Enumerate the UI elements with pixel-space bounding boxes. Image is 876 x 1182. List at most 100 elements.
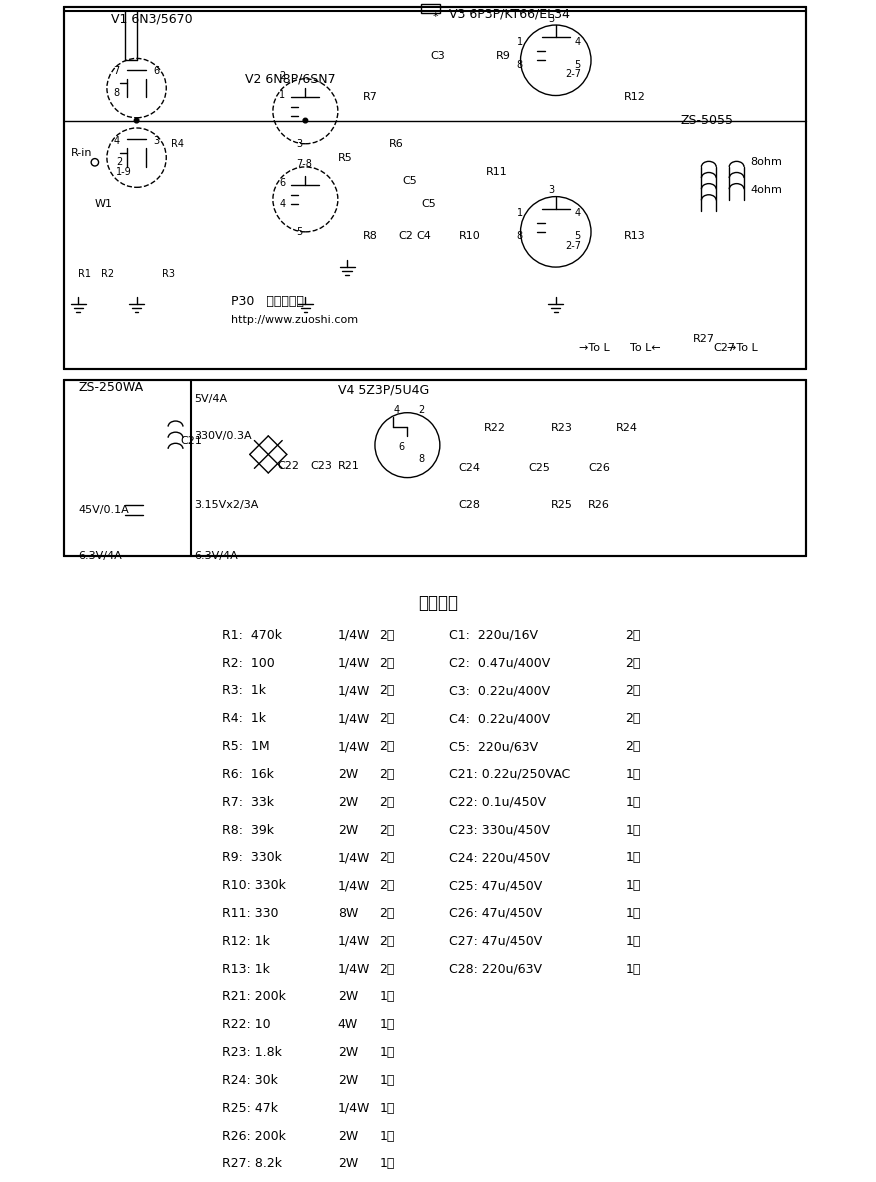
Text: C4: C4 bbox=[417, 232, 432, 241]
Text: 8: 8 bbox=[419, 454, 425, 465]
Text: 330V/0.3A: 330V/0.3A bbox=[194, 431, 251, 441]
Text: C26: C26 bbox=[589, 463, 610, 473]
Bar bbox=[64, 7, 806, 369]
Text: R22: R22 bbox=[484, 423, 506, 434]
Text: 5: 5 bbox=[575, 232, 581, 241]
Text: R23: R23 bbox=[551, 423, 573, 434]
Text: 4: 4 bbox=[113, 136, 119, 145]
Text: 2只: 2只 bbox=[379, 851, 395, 864]
Text: 1只: 1只 bbox=[625, 768, 640, 781]
Text: 3: 3 bbox=[548, 13, 555, 24]
Text: 1-9: 1-9 bbox=[117, 167, 132, 176]
Text: 1只: 1只 bbox=[379, 1018, 395, 1031]
Text: 1只: 1只 bbox=[625, 879, 640, 892]
Text: R11: 330: R11: 330 bbox=[222, 907, 279, 920]
Text: 2只: 2只 bbox=[625, 656, 640, 669]
Text: 2只: 2只 bbox=[625, 740, 640, 753]
Bar bbox=[64, 381, 806, 557]
Text: C25: 47u/450V: C25: 47u/450V bbox=[449, 879, 542, 892]
Text: R6:  16k: R6: 16k bbox=[222, 768, 274, 781]
Text: R13: 1k: R13: 1k bbox=[222, 962, 270, 975]
Text: R25: R25 bbox=[551, 500, 573, 511]
Text: ZS-5055: ZS-5055 bbox=[681, 113, 734, 126]
Text: C5:  220u/63V: C5: 220u/63V bbox=[449, 740, 538, 753]
Bar bbox=[421, 4, 440, 13]
Text: 6: 6 bbox=[153, 66, 159, 77]
Text: C1:  220u/16V: C1: 220u/16V bbox=[449, 629, 538, 642]
Text: 7-8: 7-8 bbox=[296, 160, 312, 169]
Circle shape bbox=[520, 196, 591, 267]
Text: 4W: 4W bbox=[338, 1018, 358, 1031]
Text: 2只: 2只 bbox=[379, 740, 395, 753]
Text: R27: 8.2k: R27: 8.2k bbox=[222, 1157, 282, 1170]
Text: C25: C25 bbox=[528, 463, 550, 473]
Text: C5: C5 bbox=[402, 176, 417, 186]
Text: 8: 8 bbox=[113, 87, 119, 98]
Text: 2: 2 bbox=[279, 71, 286, 82]
Text: R1: R1 bbox=[78, 268, 91, 279]
Text: 2-7: 2-7 bbox=[565, 70, 581, 79]
Text: R2:  100: R2: 100 bbox=[222, 656, 275, 669]
Text: 5: 5 bbox=[296, 227, 302, 236]
Text: R27: R27 bbox=[693, 333, 715, 344]
Text: 6.3V/4A: 6.3V/4A bbox=[78, 552, 122, 561]
Text: C21: C21 bbox=[180, 435, 202, 446]
Text: 1/4W: 1/4W bbox=[338, 935, 371, 948]
Text: 2只: 2只 bbox=[379, 935, 395, 948]
Text: 2只: 2只 bbox=[379, 879, 395, 892]
Text: 1/4W: 1/4W bbox=[338, 684, 371, 697]
Text: 1只: 1只 bbox=[379, 1157, 395, 1170]
Text: R10: R10 bbox=[458, 232, 480, 241]
Text: 2只: 2只 bbox=[379, 768, 395, 781]
Text: R9: R9 bbox=[496, 51, 511, 60]
Circle shape bbox=[273, 79, 338, 144]
Text: 2W: 2W bbox=[338, 824, 358, 837]
Text: C27: C27 bbox=[713, 343, 736, 352]
Text: R5: R5 bbox=[338, 152, 353, 163]
Text: C4:  0.22u/400V: C4: 0.22u/400V bbox=[449, 713, 550, 726]
Text: R25: 47k: R25: 47k bbox=[222, 1102, 278, 1115]
Text: 3: 3 bbox=[296, 138, 302, 149]
Text: 2只: 2只 bbox=[379, 713, 395, 726]
Circle shape bbox=[134, 118, 139, 123]
Text: C27: 47u/450V: C27: 47u/450V bbox=[449, 935, 542, 948]
Text: V2 6N8P/6SN7: V2 6N8P/6SN7 bbox=[245, 72, 336, 85]
Text: R4:  1k: R4: 1k bbox=[222, 713, 266, 726]
Circle shape bbox=[107, 128, 166, 187]
Text: 8W: 8W bbox=[338, 907, 358, 920]
Text: 2只: 2只 bbox=[379, 795, 395, 808]
Text: R5:  1M: R5: 1M bbox=[222, 740, 270, 753]
Text: R3: R3 bbox=[162, 268, 174, 279]
Text: R24: 30k: R24: 30k bbox=[222, 1074, 278, 1087]
Text: C3: C3 bbox=[431, 51, 445, 60]
Text: 2只: 2只 bbox=[625, 713, 640, 726]
Text: R2: R2 bbox=[102, 268, 115, 279]
Text: 4: 4 bbox=[279, 199, 286, 209]
Text: R21: R21 bbox=[338, 461, 360, 472]
Text: 1/4W: 1/4W bbox=[338, 851, 371, 864]
Text: 3: 3 bbox=[548, 186, 555, 195]
Text: 4: 4 bbox=[393, 405, 399, 415]
Text: 2只: 2只 bbox=[625, 629, 640, 642]
Text: C22: 0.1u/450V: C22: 0.1u/450V bbox=[449, 795, 547, 808]
Text: R4: R4 bbox=[171, 138, 184, 149]
Text: 1/4W: 1/4W bbox=[338, 713, 371, 726]
Text: http://www.zuoshi.com: http://www.zuoshi.com bbox=[231, 314, 358, 325]
Text: 2: 2 bbox=[117, 157, 123, 168]
Text: 1只: 1只 bbox=[379, 1074, 395, 1087]
Text: R24: R24 bbox=[616, 423, 638, 434]
Text: R7:  33k: R7: 33k bbox=[222, 795, 274, 808]
Text: 2W: 2W bbox=[338, 1130, 358, 1143]
Text: 3: 3 bbox=[153, 136, 159, 145]
Text: *: * bbox=[433, 12, 438, 21]
Text: R8:  39k: R8: 39k bbox=[222, 824, 274, 837]
Text: 8ohm: 8ohm bbox=[751, 157, 782, 168]
Text: 1/4W: 1/4W bbox=[338, 740, 371, 753]
Text: V4 5Z3P/5U4G: V4 5Z3P/5U4G bbox=[338, 383, 429, 396]
Text: →To L: →To L bbox=[579, 343, 610, 352]
Text: 4: 4 bbox=[575, 37, 581, 47]
Text: C21: 0.22u/250VAC: C21: 0.22u/250VAC bbox=[449, 768, 570, 781]
Text: C23: C23 bbox=[310, 461, 332, 472]
Text: R1:  470k: R1: 470k bbox=[222, 629, 282, 642]
Text: V3 6P3P/KT66/EL34: V3 6P3P/KT66/EL34 bbox=[449, 7, 570, 20]
